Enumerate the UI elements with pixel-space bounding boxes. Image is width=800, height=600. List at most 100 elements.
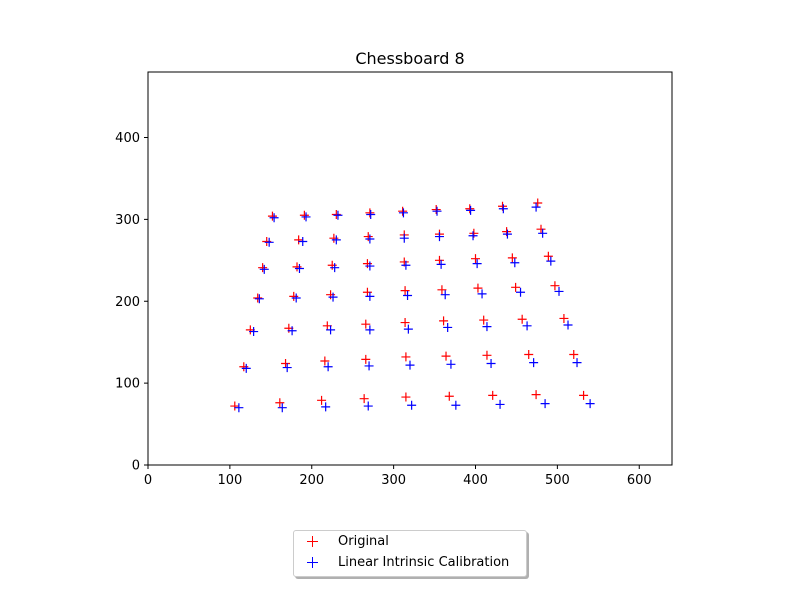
data-point [259, 264, 269, 274]
data-point [320, 356, 330, 366]
x-tick-label: 0 [144, 473, 152, 488]
data-point [366, 209, 376, 219]
legend-item-linear-intrinsic-calibration: Linear Intrinsic Calibration [304, 554, 509, 572]
data-point [482, 322, 492, 332]
data-point [328, 292, 338, 302]
blue-plus-marker-icon [304, 554, 322, 572]
data-point [294, 264, 304, 273]
x-tick-label: 300 [381, 473, 406, 488]
data-point [439, 316, 449, 326]
data-point [241, 363, 251, 373]
data-point [331, 209, 341, 219]
red-plus-marker-icon [304, 533, 322, 551]
data-point [403, 291, 413, 301]
series-layer [230, 198, 595, 413]
x-tick-label: 400 [463, 473, 488, 488]
data-point [294, 235, 304, 245]
data-point [330, 263, 340, 273]
data-point [543, 251, 553, 261]
data-point [269, 213, 279, 223]
data-point [403, 324, 413, 334]
data-point [405, 360, 415, 370]
data-point [507, 253, 517, 263]
data-point [536, 224, 546, 234]
data-point [522, 321, 532, 331]
data-point [253, 293, 263, 303]
data-point [550, 281, 560, 291]
data-point [546, 256, 556, 266]
data-point [511, 282, 521, 292]
data-point [365, 234, 375, 244]
data-point [234, 403, 244, 413]
data-point [479, 315, 489, 325]
data-point [533, 198, 543, 208]
data-point [516, 287, 526, 297]
data-point [473, 283, 483, 293]
data-point [400, 318, 410, 328]
data-point [264, 237, 274, 247]
data-point [477, 289, 487, 299]
data-point [436, 259, 446, 269]
data-point [540, 399, 550, 409]
data-point [401, 260, 411, 270]
data-point [502, 229, 512, 239]
data-point [472, 259, 482, 269]
data-point [432, 206, 442, 216]
data-point [524, 349, 534, 359]
data-point [446, 359, 456, 369]
plot-area [147, 71, 673, 466]
data-point [531, 202, 541, 212]
data-point [451, 400, 461, 410]
data-point [466, 205, 476, 215]
data-point [331, 235, 341, 245]
data-point [529, 358, 539, 368]
data-point [364, 361, 374, 371]
data-point [399, 233, 409, 243]
data-point [495, 399, 505, 409]
y-tick-label: 0 [132, 459, 140, 474]
series-original [230, 198, 589, 411]
data-point [326, 325, 336, 335]
data-point [249, 327, 259, 337]
y-tick-label: 300 [115, 213, 140, 228]
data-point [365, 291, 375, 301]
data-point [468, 231, 478, 241]
data-point [321, 402, 331, 412]
data-point [465, 204, 475, 214]
data-point [471, 254, 480, 264]
legend-label-original: Original [338, 534, 389, 549]
x-tick-label: 600 [627, 473, 652, 488]
data-point [569, 349, 579, 359]
data-point [572, 358, 582, 368]
data-point [291, 293, 301, 303]
data-point [267, 211, 277, 221]
data-point [363, 401, 373, 411]
data-point [275, 398, 285, 408]
data-point [440, 290, 450, 300]
data-point [398, 208, 408, 218]
data-point [317, 395, 327, 405]
data-point [579, 390, 589, 400]
x-tick-label: 500 [545, 473, 570, 488]
data-point [554, 286, 564, 296]
data-point [365, 325, 375, 335]
data-point [444, 391, 454, 401]
data-point [401, 352, 411, 362]
x-tick-label: 100 [217, 473, 242, 488]
data-point [441, 351, 451, 361]
data-point [287, 326, 297, 336]
chart-title: Chessboard 8 [355, 49, 464, 68]
data-point [434, 255, 444, 265]
data-point [361, 354, 371, 364]
data-point [401, 392, 411, 402]
data-point [538, 228, 548, 238]
y-tick-label: 100 [115, 377, 140, 392]
data-point [230, 401, 240, 411]
data-point [531, 390, 541, 400]
data-point [510, 258, 520, 268]
data-point [434, 232, 444, 242]
data-point [431, 205, 441, 215]
data-point [482, 350, 492, 360]
data-point [585, 399, 595, 409]
